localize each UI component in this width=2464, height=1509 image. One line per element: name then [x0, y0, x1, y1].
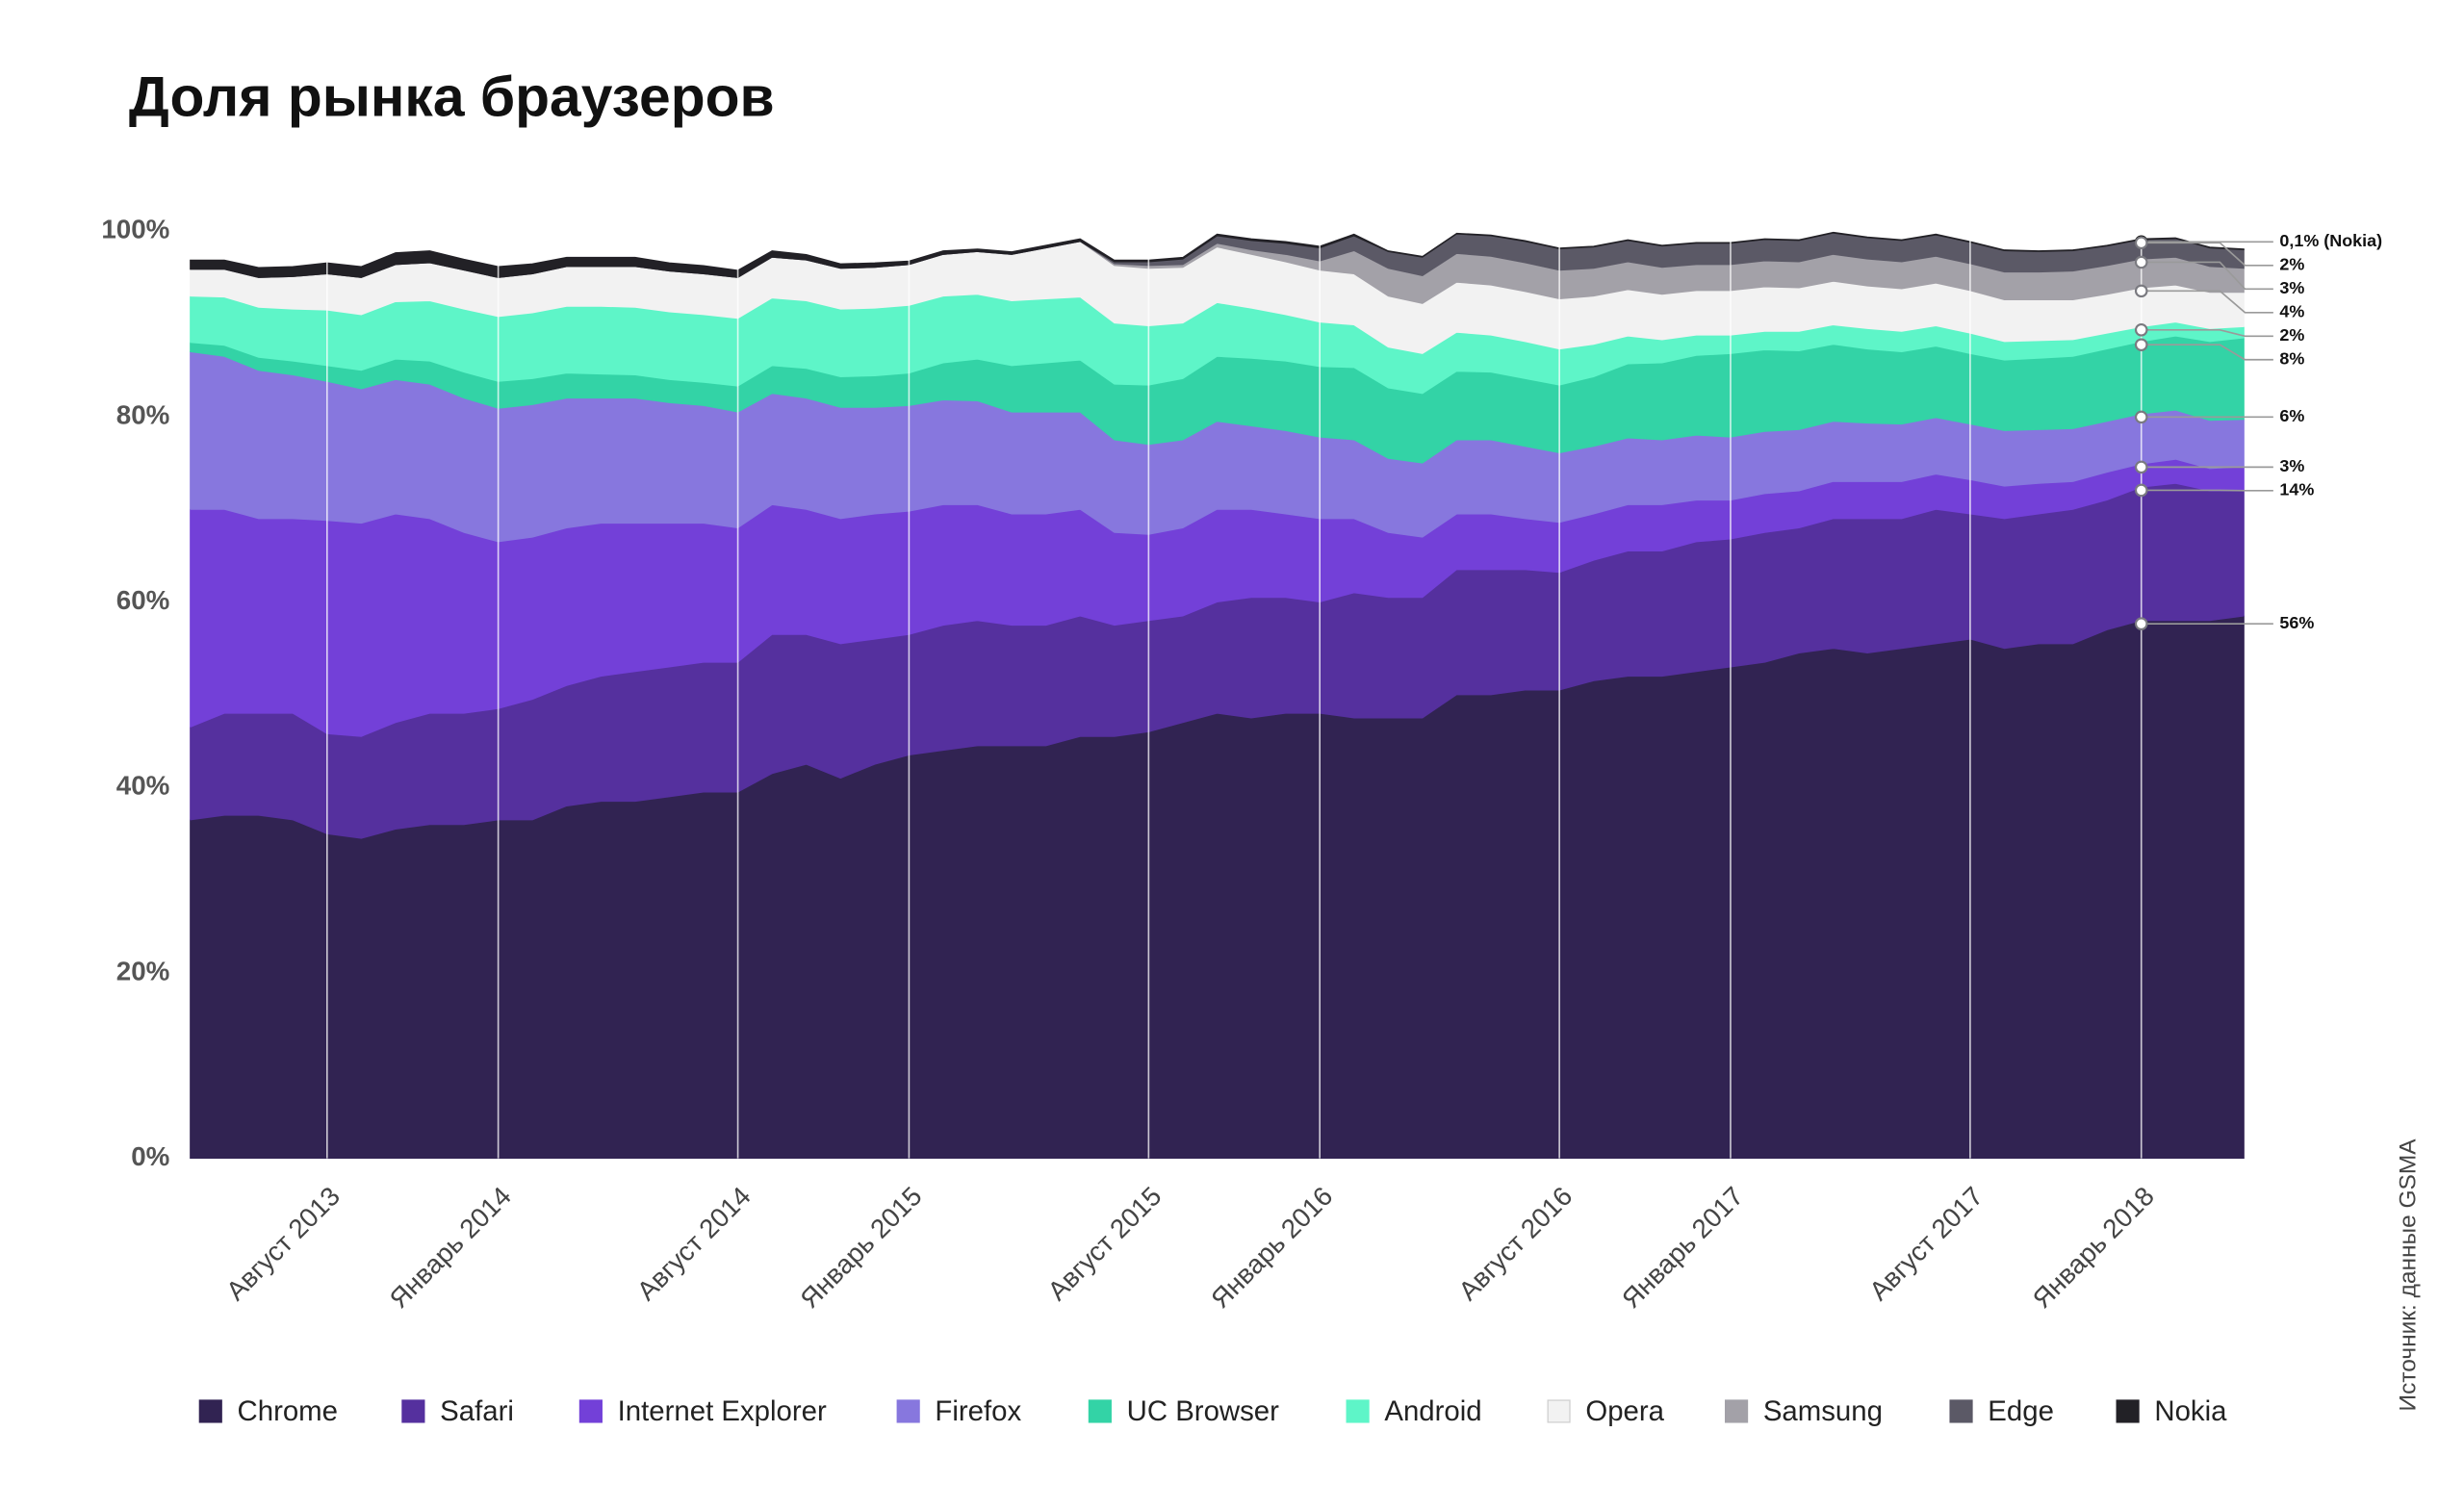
- legend-label: Android: [1384, 1395, 1481, 1427]
- x-tick-label: Январь 2017: [1616, 1181, 1749, 1314]
- note-label: 8%: [2279, 348, 2304, 368]
- legend-swatch: [896, 1399, 920, 1423]
- legend-label: Internet Explorer: [618, 1395, 827, 1427]
- chart-title: Доля рынка браузеров: [129, 65, 775, 128]
- y-tick-label: 100%: [101, 215, 169, 244]
- legend-label: Safari: [440, 1395, 514, 1427]
- legend-swatch: [1088, 1399, 1112, 1423]
- legend-swatch: [2116, 1399, 2140, 1423]
- leader-line: [2141, 261, 2273, 291]
- x-tick-label: Январь 2015: [794, 1181, 927, 1314]
- note-marker: [2134, 617, 2148, 630]
- note-label: 0,1% (Nokia): [2279, 231, 2382, 250]
- legend-label: Nokia: [2154, 1395, 2227, 1427]
- note-label: 2%: [2279, 255, 2304, 274]
- note-label: 3%: [2279, 278, 2304, 297]
- x-tick-label: Август 2016: [1452, 1181, 1578, 1306]
- y-tick-label: 20%: [116, 956, 170, 985]
- note-marker: [2134, 284, 2148, 298]
- legend-swatch: [578, 1399, 603, 1423]
- leader-line: [2141, 242, 2273, 267]
- y-tick-label: 80%: [116, 399, 170, 429]
- legend: Chrome Safari Internet Explorer Firefox UC B…: [198, 1395, 2227, 1427]
- x-tick-label: Август 2013: [220, 1181, 346, 1306]
- legend-label: UC Browser: [1127, 1395, 1280, 1427]
- note-marker: [2134, 410, 2148, 424]
- x-tick-label: Август 2017: [1863, 1181, 1989, 1306]
- note-label: 56%: [2279, 613, 2314, 632]
- x-tick-label: Август 2015: [1041, 1181, 1167, 1306]
- y-tick-label: 0%: [131, 1141, 169, 1171]
- y-tick-label: 60%: [116, 585, 170, 615]
- x-tick-label: Январь 2018: [2027, 1181, 2160, 1314]
- leader-line: [2141, 290, 2273, 314]
- note-marker: [2134, 460, 2148, 474]
- note-marker: [2134, 255, 2148, 269]
- legend-label: Chrome: [238, 1395, 338, 1427]
- note-label: 6%: [2279, 406, 2304, 425]
- legend-swatch: [1949, 1399, 1973, 1423]
- note-marker: [2134, 483, 2148, 498]
- leader-line: [2141, 328, 2273, 338]
- legend-label: Firefox: [935, 1395, 1021, 1427]
- area: [190, 231, 2245, 278]
- annotations: 0,1% (Nokia) 2% 3% 4% 2% 8% 6% 3% 14% 56%: [2134, 231, 2382, 632]
- leader-line: [2141, 344, 2273, 361]
- legend-label: Samsung: [1763, 1395, 1883, 1427]
- note-label: 14%: [2279, 480, 2314, 499]
- note-marker: [2134, 236, 2148, 250]
- legend-swatch: [1346, 1399, 1370, 1423]
- x-tick-label: Август 2014: [631, 1181, 757, 1306]
- legend-swatch: [401, 1399, 425, 1423]
- legend-label: Opera: [1585, 1395, 1664, 1427]
- source: Источник: данные GSMA: [2395, 1138, 2421, 1412]
- note-marker: [2134, 338, 2148, 351]
- legend-label: Edge: [1988, 1395, 2054, 1427]
- note-label: 2%: [2279, 325, 2304, 345]
- x-tick-label: Январь 2014: [384, 1181, 517, 1314]
- legend-swatch: [198, 1399, 222, 1423]
- note-label: 4%: [2279, 302, 2304, 321]
- note-marker: [2134, 323, 2148, 337]
- legend-swatch: [1725, 1399, 1749, 1423]
- note-label: 3%: [2279, 456, 2304, 475]
- legend-swatch: [1547, 1399, 1571, 1423]
- y-tick-label: 40%: [116, 771, 170, 801]
- x-tick-label: Январь 2016: [1205, 1181, 1338, 1314]
